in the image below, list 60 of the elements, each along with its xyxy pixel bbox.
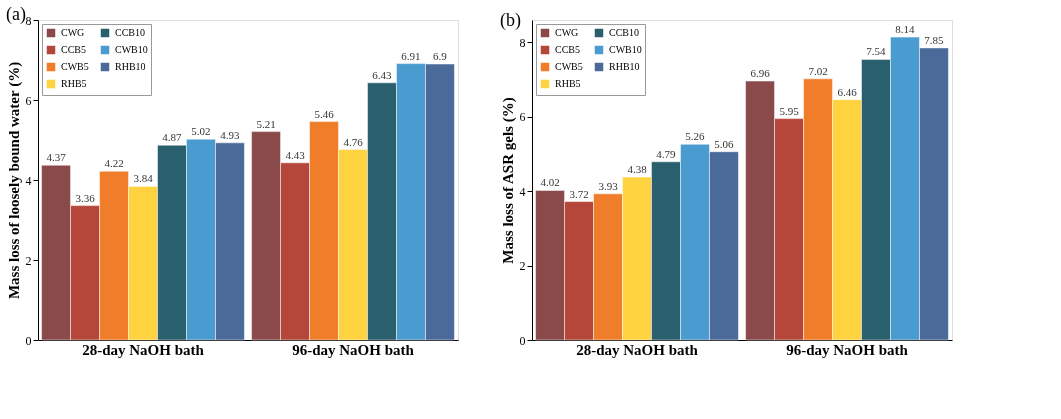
legend-label: CWB10 <box>115 44 148 55</box>
legend-label: CWG <box>555 27 579 38</box>
x-tick-label: 96-day NaOH bath <box>786 341 909 358</box>
data-label: 4.76 <box>343 135 364 148</box>
data-label: 6.46 <box>837 85 858 98</box>
data-label: 4.43 <box>285 148 306 161</box>
data-label: 6.9 <box>433 50 448 62</box>
y-axis-title: Mass loss of ASR gels (%) <box>499 97 517 264</box>
data-label: 5.95 <box>779 104 800 117</box>
y-tick-label: 2 <box>519 259 526 274</box>
x-tick-label: 96-day NaOH bath <box>292 341 415 358</box>
data-label: 4.79 <box>656 147 677 160</box>
legend-label: CWG <box>61 27 85 38</box>
data-label: 6.43 <box>372 68 393 81</box>
data-label: 8.14 <box>895 23 916 36</box>
data-label: 4.93 <box>220 128 241 141</box>
data-label: 5.26 <box>685 130 706 143</box>
legend-label: RHB5 <box>61 78 87 89</box>
legend-label: CWB5 <box>555 61 583 72</box>
chart-title: (b) <box>500 10 521 31</box>
legend-label: CCB10 <box>609 27 640 38</box>
legend-label: CCB10 <box>115 27 146 38</box>
data-label: 4.38 <box>627 163 648 176</box>
y-tick-label: 4 <box>25 173 32 188</box>
data-label: 3.72 <box>569 187 589 200</box>
y-tick-label: 6 <box>25 93 32 108</box>
legend-label: RHB10 <box>115 61 146 72</box>
y-tick-label: 0 <box>25 333 32 348</box>
chart-title: (a) <box>6 4 26 25</box>
legend-label: RHB10 <box>609 61 640 72</box>
legend-label: RHB5 <box>555 78 581 89</box>
data-label: 5.21 <box>256 117 276 130</box>
data-label: 4.87 <box>162 131 183 144</box>
data-label: 4.02 <box>540 176 560 189</box>
legend-label: CWB5 <box>61 61 89 72</box>
data-label: 5.46 <box>314 107 335 120</box>
data-label: 3.84 <box>133 172 154 185</box>
legend-label: CWB10 <box>609 44 642 55</box>
data-label: 4.22 <box>104 157 124 170</box>
y-tick-label: 0 <box>519 333 526 348</box>
x-tick-label: 28-day NaOH bath <box>82 341 205 358</box>
y-tick-label: 8 <box>25 13 32 28</box>
y-tick-label: 8 <box>519 35 526 50</box>
data-label: 7.02 <box>808 64 828 77</box>
y-axis-title: Mass loss of loosely bound water (%) <box>5 61 23 300</box>
data-label: 5.06 <box>714 137 735 150</box>
y-tick-label: 2 <box>25 253 32 268</box>
data-label: 6.91 <box>401 49 421 62</box>
data-label: 7.85 <box>924 33 945 46</box>
y-tick-label: 6 <box>519 110 526 125</box>
legend-label: CCB5 <box>555 44 581 55</box>
data-label: 3.36 <box>75 191 96 204</box>
data-label: 6.96 <box>750 67 771 80</box>
y-tick-label: 4 <box>519 184 526 199</box>
data-label: 4.37 <box>46 151 67 164</box>
data-label: 7.54 <box>866 45 887 58</box>
data-label: 3.93 <box>598 179 619 192</box>
data-label: 5.02 <box>191 125 211 138</box>
legend-label: CCB5 <box>61 44 87 55</box>
x-tick-label: 28-day NaOH bath <box>576 341 699 358</box>
